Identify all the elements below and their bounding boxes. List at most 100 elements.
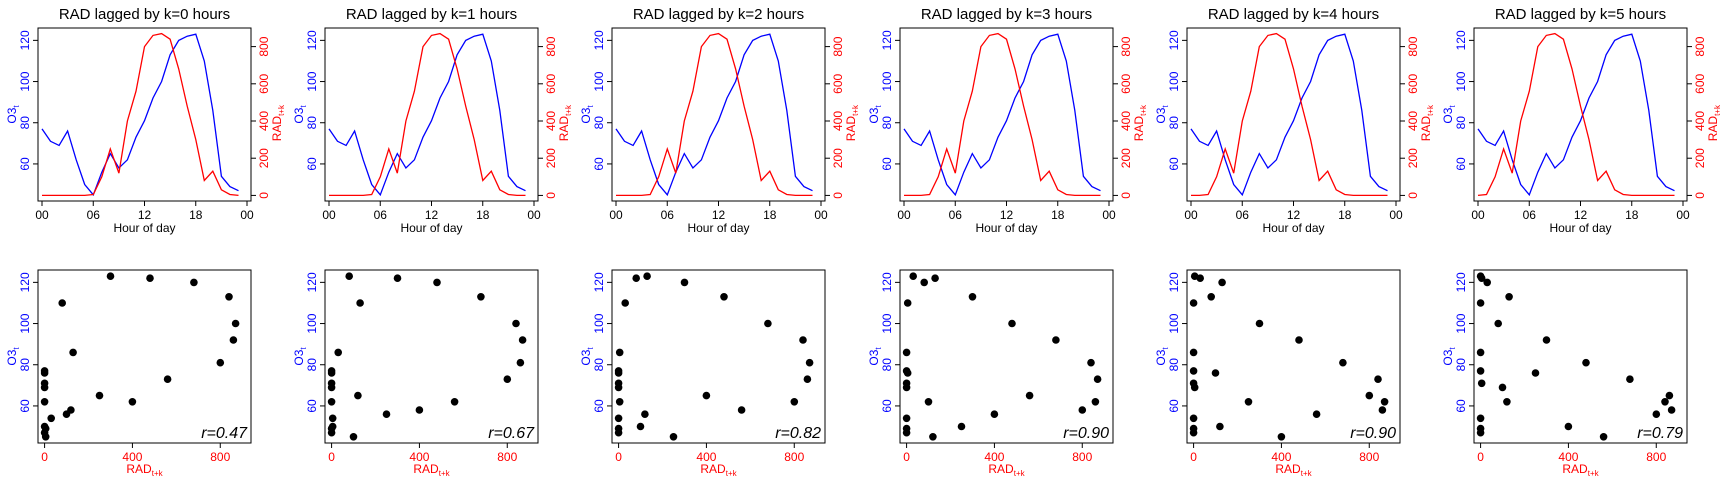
scatter-point bbox=[382, 410, 391, 419]
scatter-x-tick-label: 800 bbox=[210, 450, 230, 464]
correlation-label: r=0.90 bbox=[1350, 425, 1396, 442]
x-tick-label: 18 bbox=[1338, 208, 1352, 222]
scatter-y-axis-label: O3t bbox=[579, 347, 595, 366]
x-tick-label: 06 bbox=[1236, 208, 1250, 222]
x-axis-label: Hour of day bbox=[975, 221, 1037, 235]
scatter-y-tick-label: 80 bbox=[1167, 358, 1181, 372]
scatter-point bbox=[345, 272, 354, 281]
scatter-point bbox=[1078, 406, 1087, 414]
scatter-point bbox=[790, 398, 799, 406]
rad-tick-label: 800 bbox=[257, 36, 271, 56]
scatter-x-tick-label: 400 bbox=[122, 450, 142, 464]
o3-tick-label: 120 bbox=[1167, 30, 1181, 50]
scatter-x-tick-label: 800 bbox=[784, 450, 804, 464]
o3-tick-label: 80 bbox=[880, 116, 894, 130]
scatter-point bbox=[106, 272, 115, 281]
scatter-point bbox=[1312, 410, 1321, 419]
scatter-point bbox=[1255, 319, 1264, 328]
scatter-point bbox=[903, 369, 912, 377]
line-plot-frame bbox=[324, 27, 539, 202]
o3-tick-label: 100 bbox=[305, 71, 319, 91]
o3-tick-label: 80 bbox=[18, 116, 32, 130]
o3-series-line bbox=[1190, 33, 1388, 197]
x-tick-label: 00 bbox=[897, 208, 911, 222]
scatter-point bbox=[902, 428, 911, 437]
scatter-point bbox=[163, 375, 172, 384]
rad-tick-label: 400 bbox=[831, 111, 845, 131]
scatter-point bbox=[512, 319, 520, 328]
scatter-point bbox=[40, 428, 49, 437]
scatter-point bbox=[1189, 428, 1198, 437]
rad-tick-label: 400 bbox=[257, 111, 271, 131]
scatter-point bbox=[1498, 383, 1507, 392]
scatter-x-tick-label: 0 bbox=[903, 450, 910, 464]
scatter-point bbox=[1295, 336, 1303, 344]
line-plot-frame bbox=[611, 27, 826, 202]
o3-tick-label: 100 bbox=[592, 71, 606, 91]
scatter-point bbox=[1483, 278, 1491, 287]
scatter-y-tick-label: 120 bbox=[1454, 272, 1468, 292]
x-tick-label: 00 bbox=[35, 208, 49, 222]
scatter-y-tick-label: 80 bbox=[880, 358, 894, 372]
scatter-point bbox=[1339, 358, 1347, 367]
scatter-x-axis-label: RADt+k bbox=[1275, 462, 1312, 478]
rad-tick-label: 800 bbox=[831, 36, 845, 56]
scatter-point bbox=[1087, 358, 1095, 367]
correlation-label: r=0.90 bbox=[1063, 425, 1109, 442]
scatter-point bbox=[902, 414, 911, 423]
o3-axis-label: O3t bbox=[5, 105, 21, 124]
o3-tick-label: 120 bbox=[880, 30, 894, 50]
scatter-point bbox=[415, 406, 424, 414]
scatter-point bbox=[393, 274, 402, 283]
scatter-y-axis-label: O3t bbox=[1441, 347, 1457, 366]
o3-series-line bbox=[903, 33, 1101, 197]
scatter-point bbox=[1477, 379, 1486, 388]
x-axis-label: Hour of day bbox=[687, 221, 749, 235]
x-tick-label: 18 bbox=[1625, 208, 1639, 222]
scatter-point bbox=[95, 391, 104, 400]
x-tick-label: 00 bbox=[1184, 208, 1198, 222]
scatter-point bbox=[1599, 433, 1608, 441]
o3-series-line bbox=[615, 33, 813, 197]
rad-axis-label: RADt+k bbox=[557, 104, 573, 141]
scatter-frame bbox=[37, 269, 252, 444]
scatter-y-tick-label: 60 bbox=[592, 399, 606, 413]
o3-axis-label: O3t bbox=[579, 105, 595, 124]
o3-axis-label: O3t bbox=[1441, 105, 1457, 124]
correlation-label: r=0.47 bbox=[201, 425, 248, 442]
o3-tick-label: 80 bbox=[1167, 116, 1181, 130]
scatter-point bbox=[1207, 293, 1215, 301]
rad-tick-label: 800 bbox=[1693, 36, 1707, 56]
scatter-point bbox=[614, 428, 623, 437]
rad-tick-label: 400 bbox=[544, 111, 558, 131]
scatter-point bbox=[614, 414, 623, 423]
rad-series-line bbox=[904, 32, 1101, 197]
scatter-point bbox=[1505, 293, 1513, 301]
scatter-y-tick-label: 100 bbox=[1167, 313, 1181, 333]
x-axis-label: Hour of day bbox=[1262, 221, 1324, 235]
x-tick-label: 18 bbox=[189, 208, 203, 222]
scatter-y-tick-label: 100 bbox=[18, 313, 32, 333]
scatter-point bbox=[1542, 336, 1551, 344]
line-plot-frame bbox=[899, 27, 1114, 202]
scatter-y-tick-label: 60 bbox=[18, 399, 32, 413]
scatter-point bbox=[1189, 348, 1198, 357]
scatter-point bbox=[615, 348, 624, 357]
x-tick-label: 00 bbox=[609, 208, 623, 222]
o3-series-line bbox=[1477, 33, 1675, 197]
scatter-point bbox=[58, 299, 66, 307]
scatter-point bbox=[968, 293, 977, 301]
o3-axis-label: O3t bbox=[292, 105, 308, 124]
scatter-point bbox=[327, 369, 336, 377]
scatter-y-tick-label: 60 bbox=[1454, 399, 1468, 413]
scatter-point bbox=[225, 293, 233, 301]
scatter-point bbox=[354, 391, 362, 400]
scatter-point bbox=[450, 398, 459, 406]
x-axis-label: Hour of day bbox=[1549, 221, 1611, 235]
rad-tick-label: 200 bbox=[831, 148, 845, 168]
scatter-frame bbox=[899, 269, 1114, 444]
scatter-point bbox=[615, 398, 624, 406]
scatter-y-tick-label: 60 bbox=[880, 399, 894, 413]
rad-tick-label: 600 bbox=[1406, 73, 1420, 93]
